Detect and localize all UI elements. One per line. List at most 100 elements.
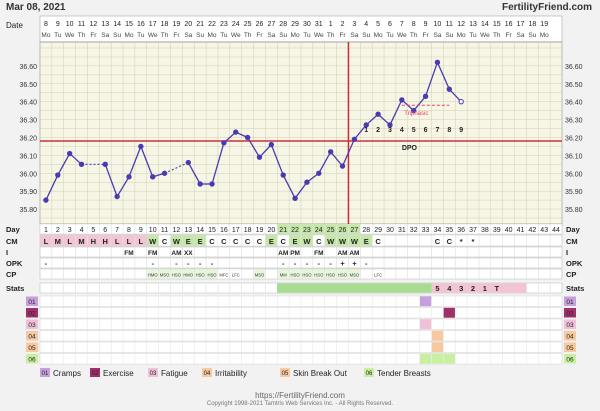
day-number: 33 <box>422 227 430 234</box>
day-cell <box>396 224 408 234</box>
site-name[interactable]: FertilityFriend.com <box>501 2 592 13</box>
stats-value: T <box>494 284 499 293</box>
dpo-label: 4 <box>400 127 404 134</box>
date-tick: 9 <box>56 21 60 28</box>
legend-label: Exercise <box>103 369 134 378</box>
day-number: 11 <box>161 227 168 234</box>
cp-value: HSO <box>326 273 336 278</box>
row-label-right-stats: Stats <box>566 284 584 293</box>
cm-cell <box>123 235 135 246</box>
y-tick-right: 36.50 <box>565 82 583 89</box>
dpo-label: 6 <box>424 127 428 134</box>
day-number: 27 <box>350 227 358 234</box>
day-cell <box>289 224 301 234</box>
day-cell <box>206 224 218 234</box>
day-number: 14 <box>196 227 204 234</box>
cm-value: H <box>103 237 108 246</box>
date-tick: 25 <box>244 21 252 28</box>
cp-cell <box>170 269 183 279</box>
row-label-right-day: Day <box>566 225 581 234</box>
date-tick: 13 <box>469 21 477 28</box>
symptom-code: 01 <box>28 299 36 306</box>
temp-point <box>150 174 156 180</box>
symptom-code-right: 05 <box>566 345 574 352</box>
cm-value: L <box>44 237 49 246</box>
day-number: 1 <box>44 227 48 234</box>
day-number: 42 <box>528 227 536 234</box>
footer-copyright: Copyright 1998-2021 Tamtris Web Services… <box>206 401 394 407</box>
day-cell <box>408 224 420 234</box>
day-cell <box>147 224 159 234</box>
y-tick-right: 35.80 <box>565 207 583 214</box>
cm-cell <box>443 235 455 246</box>
cp-cell <box>348 269 361 279</box>
weekday-tick: Mo <box>291 32 300 39</box>
weekday-tick: Fr <box>422 32 429 39</box>
day-cell <box>419 224 432 234</box>
symptom-code-box <box>26 319 38 329</box>
footer-url[interactable]: https://FertilityFriend.com <box>255 391 345 400</box>
stats-green-band <box>277 283 432 293</box>
cm-value: * <box>460 237 463 246</box>
date-tick: 12 <box>89 21 97 28</box>
symptom-mark <box>431 330 444 341</box>
cm-cell <box>40 235 52 246</box>
y-tick-left: 36.60 <box>19 64 37 71</box>
y-tick-left: 35.90 <box>19 189 37 196</box>
temp-point <box>422 93 429 100</box>
day-number: 35 <box>445 227 453 234</box>
temp-line-segment <box>247 137 261 158</box>
date-tick: 15 <box>493 21 501 28</box>
cm-value: C <box>280 237 286 246</box>
symptom-code-box <box>26 296 38 306</box>
weekday-tick: Sa <box>433 32 441 39</box>
day-cell <box>265 224 277 234</box>
cp-value: MSO <box>350 273 360 278</box>
intercourse-value: AM <box>337 250 347 257</box>
temp-point <box>43 197 49 203</box>
opk-value: + <box>352 259 357 268</box>
day-cell <box>491 224 503 234</box>
legend-swatch <box>148 368 158 377</box>
temp-point <box>102 161 108 168</box>
row-label-cp: CP <box>6 270 16 279</box>
date-tick: 23 <box>220 21 228 28</box>
day-number: 13 <box>184 227 192 234</box>
day-number: 5 <box>91 227 95 234</box>
opk-value: + <box>340 259 345 268</box>
day-number: 16 <box>220 227 228 234</box>
date-tick: 22 <box>208 21 216 28</box>
day-number: 31 <box>398 227 406 234</box>
temp-point <box>292 195 298 202</box>
date-tick: 24 <box>232 21 240 28</box>
cm-cell <box>467 235 479 246</box>
stats-value: 5 <box>435 284 439 293</box>
day-number: 38 <box>481 227 489 234</box>
cm-cell <box>360 235 372 246</box>
dpo-label: 3 <box>388 127 392 134</box>
day-cell <box>431 224 444 234</box>
day-cell <box>372 224 384 234</box>
row-label-right-opk: OPK <box>566 259 583 268</box>
date-tick: 12 <box>457 21 465 28</box>
temp-point <box>280 172 286 178</box>
weekday-tick: Tu <box>386 32 394 39</box>
temp-line-segment <box>318 151 332 174</box>
symptom-mark <box>431 353 444 364</box>
date-tick: 14 <box>481 21 489 28</box>
cm-cell <box>265 235 277 246</box>
opk-value: - <box>365 259 368 268</box>
weekday-tick: Fr <box>173 32 180 39</box>
day-number: 29 <box>374 227 382 234</box>
legend-label: Skin Break Out <box>293 369 348 378</box>
cp-value: MM <box>280 273 287 278</box>
temp-line-segment <box>211 142 225 185</box>
day-cell <box>64 224 76 234</box>
day-number: 2 <box>56 227 60 234</box>
date-header-row <box>39 15 563 43</box>
day-number: 21 <box>279 227 287 234</box>
symptom-code-box-right <box>564 354 576 364</box>
cm-value: W <box>173 237 181 246</box>
cm-cell <box>313 235 325 246</box>
row-label-right-cm: CM <box>566 237 578 246</box>
